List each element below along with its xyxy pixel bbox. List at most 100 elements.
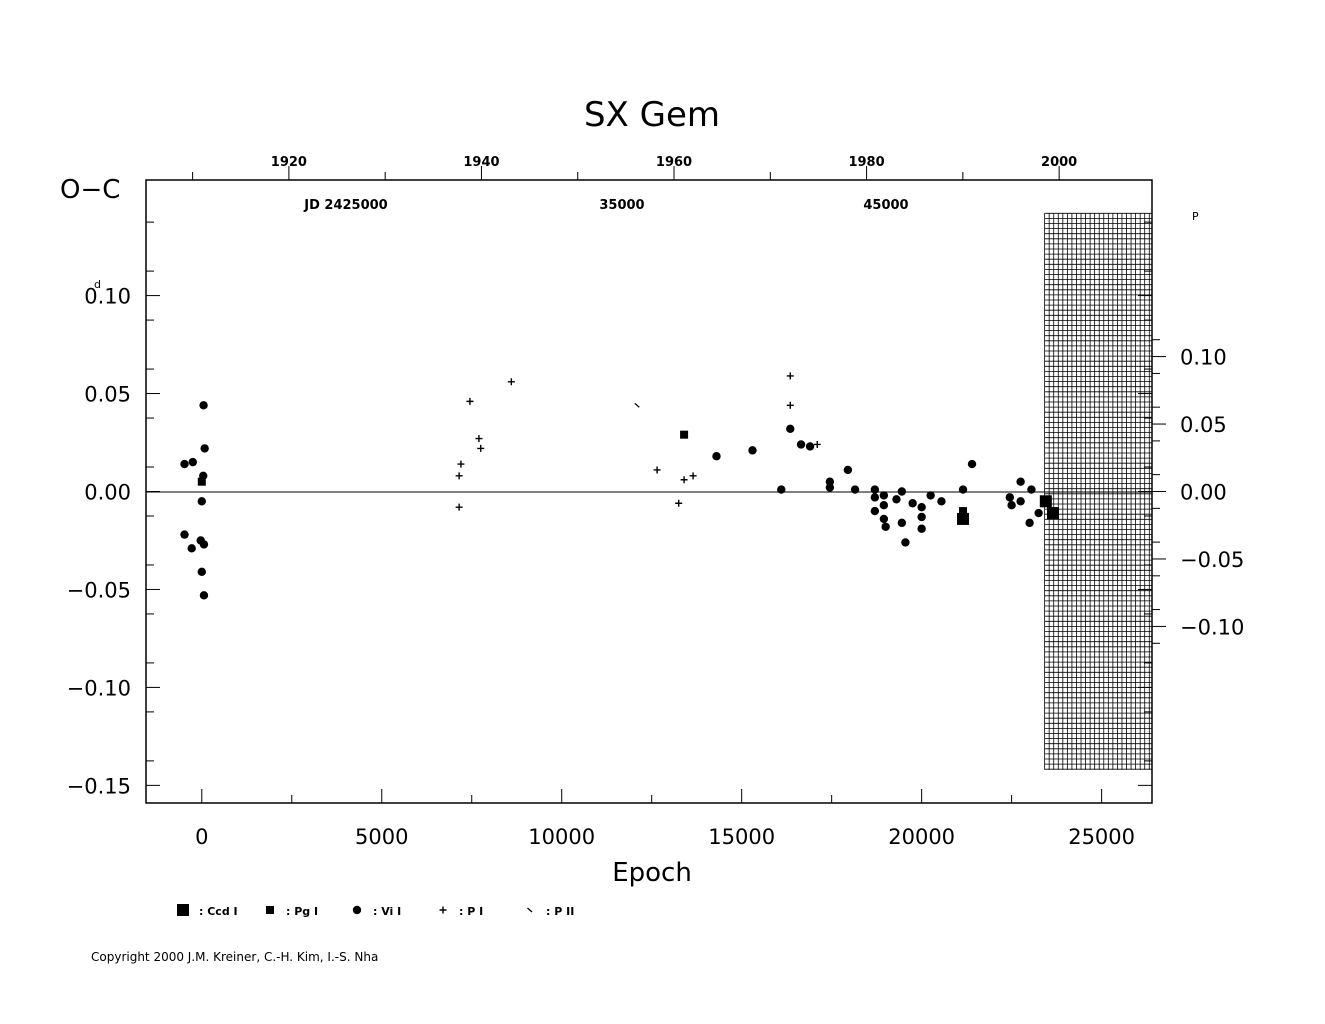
data-point [870, 493, 880, 502]
data-point [813, 440, 821, 448]
data-point [199, 591, 209, 600]
y-tick-label: 0.00 [84, 481, 131, 505]
data-point [937, 497, 946, 506]
data-point [507, 378, 515, 386]
jd-labels: JD 2425000 35000 45000 [303, 198, 908, 213]
year-axis-ticks: 1920 1940 1960 1980 2000 [192, 155, 1077, 180]
x-tick-label: 5000 [355, 825, 408, 849]
data-point [825, 483, 835, 492]
x-tick-label: 15000 [708, 825, 775, 849]
data-point [1047, 507, 1060, 520]
data-point [199, 401, 208, 410]
data-point [917, 524, 926, 533]
data-point [958, 485, 968, 494]
jd-label: JD 2425000 [303, 198, 387, 213]
x-axis-label: Epoch [612, 858, 692, 888]
data-point [200, 444, 209, 453]
data-point [180, 459, 189, 469]
data-point [1039, 495, 1052, 508]
year-tick-label: 1940 [463, 155, 499, 170]
legend-label: : P I [459, 905, 483, 918]
data-point [959, 507, 968, 516]
data-point [199, 471, 208, 481]
y2-axis-ticks: 0.10 0.05 0.00 −0.05 −0.10 P [1152, 210, 1244, 644]
legend-marker [527, 907, 533, 913]
data-point [967, 459, 977, 469]
data-point [475, 435, 483, 443]
y2-unit-mark: P [1192, 210, 1199, 223]
plot-frame [145, 179, 1153, 804]
legend-marker [439, 906, 447, 914]
y-tick-label: 0.10 [84, 285, 131, 309]
data-point [188, 457, 197, 467]
year-tick-label: 2000 [1041, 155, 1077, 170]
data-point [634, 402, 640, 408]
x-tick-label: 20000 [888, 825, 955, 849]
year-tick-label: 1920 [271, 155, 307, 170]
data-point [1025, 518, 1034, 528]
y2-tick-label: 0.00 [1180, 481, 1227, 505]
data-point [957, 512, 970, 525]
data-point [653, 466, 661, 474]
jd-label: 45000 [863, 198, 908, 213]
y-tick-label: 0.05 [84, 383, 131, 407]
data-point [1005, 493, 1015, 502]
data-point [870, 506, 880, 516]
chart-title: SX Gem [584, 95, 720, 135]
legend-label: : Ccd I [199, 905, 238, 918]
data-point [680, 430, 689, 439]
data-point [850, 485, 860, 494]
data-point [897, 518, 907, 528]
data-point [466, 397, 474, 405]
y-unit-mark: d [94, 278, 101, 291]
data-point [689, 472, 697, 480]
data-point [1034, 508, 1043, 518]
legend-marker [352, 905, 362, 915]
legend-label: : P II [546, 905, 574, 918]
data-points [180, 372, 1060, 600]
y-axis-label: O−C [60, 175, 120, 205]
data-point [1016, 477, 1025, 486]
data-point [908, 499, 917, 508]
year-tick-label: 1960 [656, 155, 692, 170]
y-tick-label: −0.10 [67, 676, 131, 700]
data-point [917, 512, 926, 522]
data-point [879, 501, 889, 510]
legend-marker [266, 906, 274, 914]
data-point [1007, 501, 1016, 510]
y2-tick-label: 0.10 [1180, 346, 1227, 370]
data-point [455, 503, 463, 511]
data-point [455, 472, 463, 480]
x-tick-label: 25000 [1068, 825, 1135, 849]
data-point [917, 502, 926, 512]
data-point [879, 514, 889, 524]
data-point [926, 491, 935, 500]
data-point [786, 372, 794, 380]
data-point [197, 567, 206, 577]
y2-tick-label: 0.05 [1180, 413, 1227, 437]
data-point [892, 495, 901, 504]
jd-label: 35000 [599, 198, 644, 213]
data-point [881, 522, 890, 531]
data-point [197, 477, 206, 486]
data-point [477, 444, 485, 452]
data-point [180, 530, 189, 539]
data-point [805, 442, 815, 451]
data-point [712, 452, 721, 461]
y2-tick-label: −0.10 [1180, 615, 1244, 639]
year-tick-label: 1980 [848, 155, 884, 170]
data-point [457, 460, 465, 468]
data-point [187, 544, 196, 553]
x-tick-label: 0 [195, 825, 208, 849]
data-point [786, 424, 795, 434]
data-point [897, 487, 907, 496]
legend-label: : Vi I [373, 905, 401, 918]
x-tick-label: 10000 [528, 825, 595, 849]
y-axis-ticks: 0.10 0.05 0.00 −0.05 −0.10 −0.15 d [67, 221, 1152, 798]
data-point [680, 476, 688, 484]
data-point [870, 485, 880, 494]
data-point [199, 540, 209, 549]
data-point [879, 491, 889, 500]
data-point [796, 440, 806, 449]
